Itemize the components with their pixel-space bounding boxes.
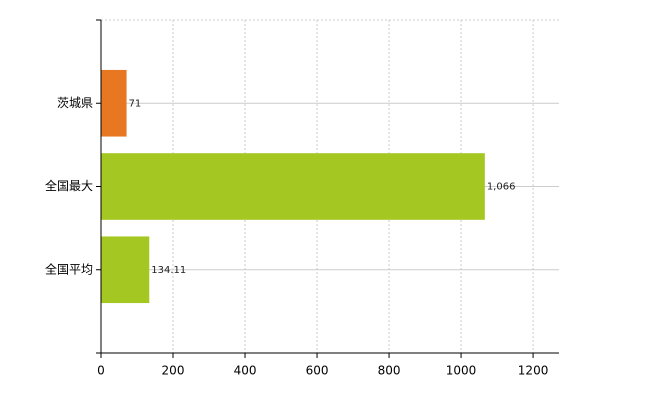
x-tick-label: 600 <box>306 364 329 378</box>
x-tick-label: 1200 <box>518 364 549 378</box>
y-tick-label: 全国最大 <box>45 178 93 193</box>
x-tick-label: 200 <box>162 364 185 378</box>
x-tick-label: 800 <box>378 364 401 378</box>
value-label: 1,066 <box>487 182 516 193</box>
bar <box>101 236 150 304</box>
y-tick-label: 茨城県 <box>57 96 93 110</box>
bar <box>101 153 485 220</box>
value-label: 71 <box>129 98 142 109</box>
x-tick-label: 400 <box>234 364 257 378</box>
y-tick-label: 全国平均 <box>45 261 93 276</box>
x-tick-label: 0 <box>97 364 105 378</box>
value-label: 134.11 <box>151 265 186 276</box>
x-tick-label: 1000 <box>446 364 477 378</box>
bar <box>101 69 127 137</box>
